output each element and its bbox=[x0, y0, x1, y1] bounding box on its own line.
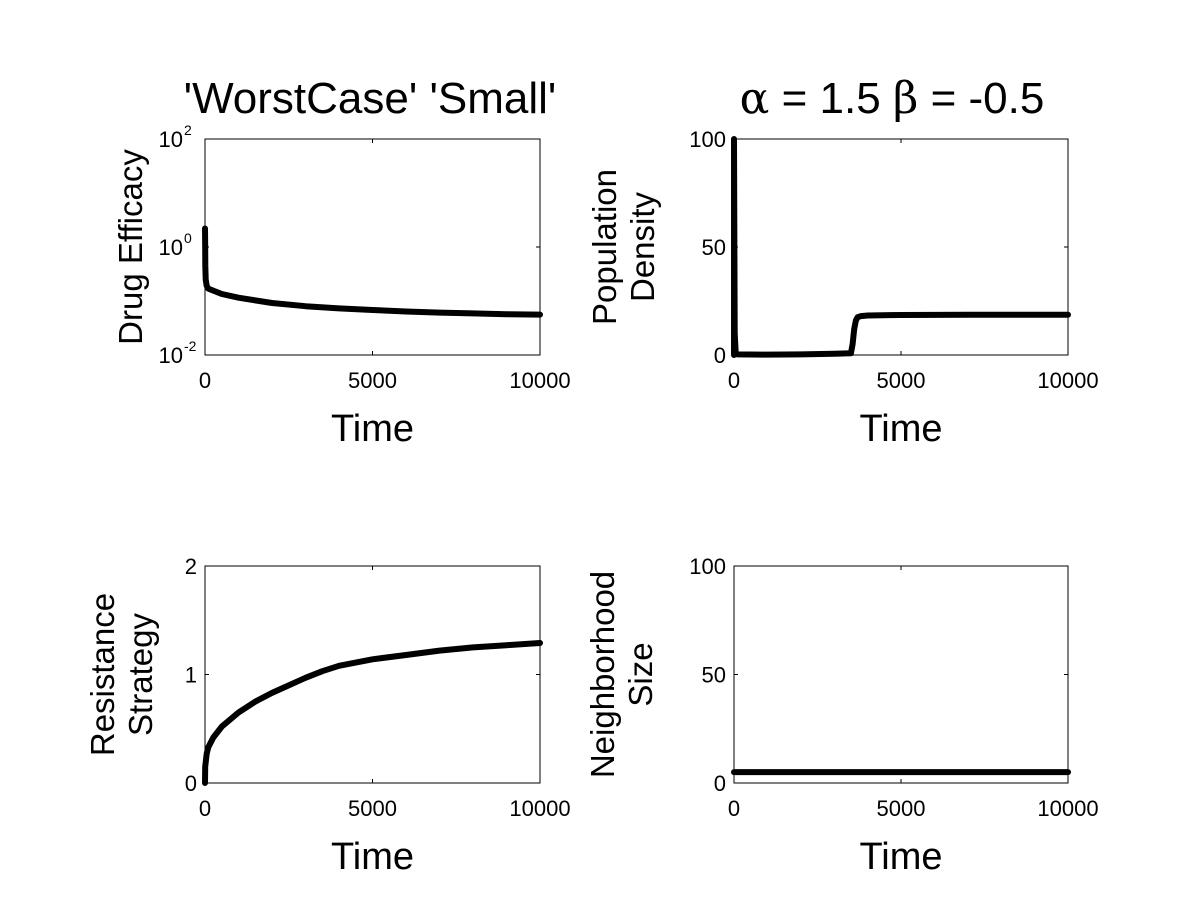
y-axis-label-line: Resistance bbox=[84, 593, 121, 756]
beta-symbol: β bbox=[893, 73, 918, 124]
x-axis-label: Time bbox=[331, 408, 414, 450]
x-tick-label: 5000 bbox=[877, 796, 926, 821]
x-tick-label: 0 bbox=[199, 368, 211, 393]
y-tick-label: 50 bbox=[702, 235, 726, 260]
x-axis-label: Time bbox=[859, 408, 942, 450]
y-tick-label: 50 bbox=[702, 663, 726, 688]
subplot-3: 0 5000 10000 2 1 0 Time ResistanceStrategy bbox=[84, 554, 571, 878]
y-tick-label: 0 bbox=[714, 343, 726, 368]
y-tick-label: 2 bbox=[185, 554, 197, 579]
title-left: 'WorstCase' 'Small' bbox=[184, 74, 557, 123]
y-axis-label: PopulationDensity bbox=[586, 169, 661, 325]
x-axis-label: Time bbox=[331, 836, 414, 878]
y-tick-exponent: 2 bbox=[184, 122, 192, 138]
y-tick-label: 10 bbox=[159, 343, 183, 368]
x-tick-label: 5000 bbox=[348, 368, 397, 393]
x-tick-label: 10000 bbox=[509, 368, 570, 393]
alpha-symbol: α bbox=[740, 73, 770, 124]
series-line bbox=[202, 225, 543, 318]
title-right: α = 1.5 β = -0.5 bbox=[740, 73, 1045, 124]
x-tick-label: 0 bbox=[728, 796, 740, 821]
y-axis-label-line: Strategy bbox=[122, 613, 159, 736]
subplot-2: 0 5000 10000 100 50 0 Time PopulationDensity bbox=[586, 127, 1099, 450]
y-tick-label: 0 bbox=[714, 771, 726, 796]
y-tick-label: 0 bbox=[185, 771, 197, 796]
y-axis-label: NeighborhoodSize bbox=[584, 571, 659, 778]
axes-frame bbox=[204, 565, 541, 784]
axes-frame bbox=[733, 565, 1069, 784]
y-axis-label: ResistanceStrategy bbox=[84, 593, 159, 756]
y-axis-label-line: Drug Efficacy bbox=[112, 149, 149, 345]
axes-frame bbox=[733, 138, 1069, 356]
x-tick-label: 5000 bbox=[348, 796, 397, 821]
beta-value: = -0.5 bbox=[918, 74, 1044, 123]
y-axis-label-line: Density bbox=[624, 191, 661, 302]
y-tick-exponent: -2 bbox=[184, 338, 197, 354]
y-tick-label: 10 bbox=[159, 127, 183, 152]
y-axis-label-line: Size bbox=[622, 642, 659, 706]
y-axis-label: Drug Efficacy bbox=[112, 149, 149, 345]
x-tick-label: 0 bbox=[199, 796, 211, 821]
axes-frame bbox=[204, 138, 541, 356]
series-line bbox=[202, 640, 543, 786]
x-axis-label: Time bbox=[859, 836, 942, 878]
x-tick-label: 10000 bbox=[1037, 368, 1098, 393]
series-line bbox=[731, 136, 1071, 358]
y-axis-label-line: Population bbox=[586, 169, 623, 325]
x-tick-label: 10000 bbox=[509, 796, 570, 821]
x-tick-label: 10000 bbox=[1037, 796, 1098, 821]
y-tick-label: 1 bbox=[185, 663, 197, 688]
y-axis-label-line: Neighborhood bbox=[584, 571, 621, 778]
x-tick-label: 0 bbox=[728, 368, 740, 393]
y-tick-label: 100 bbox=[689, 554, 726, 579]
x-tick-label: 5000 bbox=[877, 368, 926, 393]
y-tick-label: 10 bbox=[159, 235, 183, 260]
alpha-value: = 1.5 bbox=[769, 74, 893, 123]
y-tick-exponent: 0 bbox=[184, 230, 192, 246]
y-tick-label: 100 bbox=[689, 127, 726, 152]
subplot-4: 0 5000 10000 100 50 0 Time NeighborhoodSize bbox=[584, 554, 1099, 878]
